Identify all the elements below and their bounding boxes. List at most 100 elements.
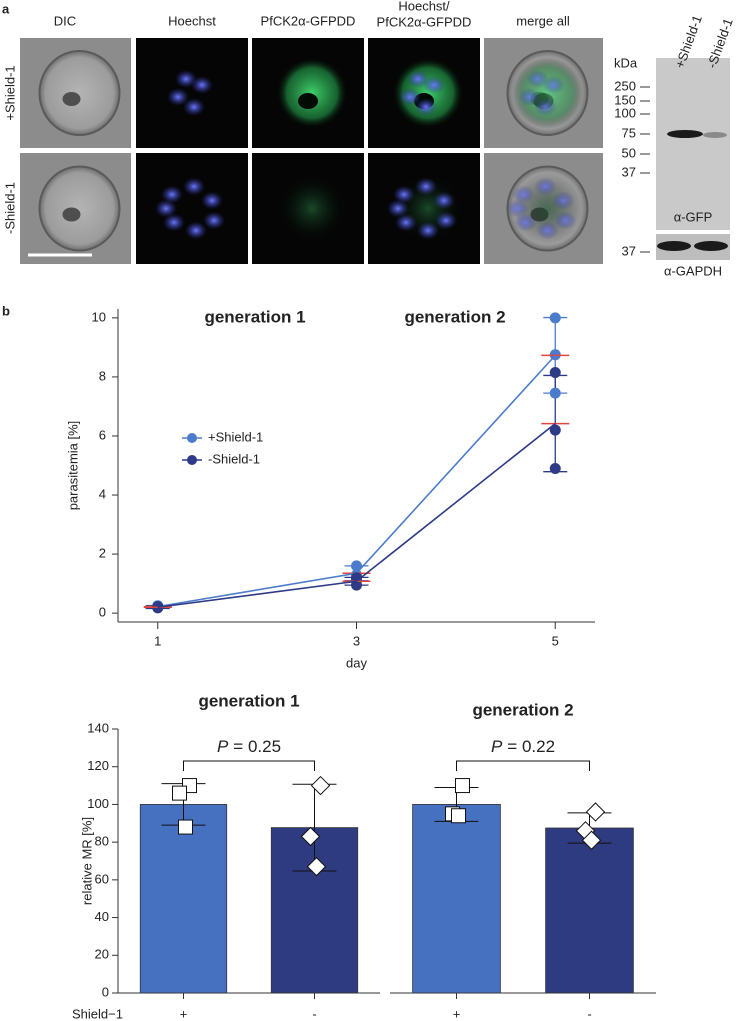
nucleus <box>534 98 557 116</box>
column-label: PfCK2α-GFPDD <box>377 14 472 29</box>
blot-label: α-GFP <box>674 209 713 224</box>
y-tick-label: 60 <box>95 871 109 886</box>
nucleus <box>435 211 457 230</box>
y-tick-label: 4 <box>99 486 106 501</box>
data-point <box>351 560 362 572</box>
annotation: generation 1 <box>204 307 305 326</box>
y-tick-label: 0 <box>102 984 109 999</box>
y-tick-label: 8 <box>99 368 106 383</box>
nucleus <box>201 191 223 210</box>
nucleus <box>554 211 577 230</box>
data-point <box>549 366 561 378</box>
nucleus <box>161 185 183 204</box>
y-tick-label: 40 <box>95 909 109 924</box>
y-tick-label: 10 <box>92 309 106 324</box>
data-point <box>549 312 561 324</box>
cell-detail <box>62 207 81 222</box>
legend-label: -Shield-1 <box>208 451 260 466</box>
p-text: = 0.25 <box>233 737 281 756</box>
blot-marker: 250 <box>614 78 636 93</box>
blot-marker: 50 <box>622 145 636 160</box>
significance-bracket <box>456 760 590 771</box>
micrograph <box>136 153 248 264</box>
cell-detail <box>62 92 81 106</box>
blot-band <box>657 241 691 251</box>
data-point <box>549 462 561 474</box>
p-text: = 0.22 <box>507 737 555 756</box>
x-tick-label: - <box>312 1006 316 1021</box>
p-value: P = 0.25 <box>217 737 281 756</box>
data-point <box>306 856 327 877</box>
nucleus <box>393 185 415 204</box>
blot-band <box>667 130 703 138</box>
nucleus <box>433 191 455 210</box>
nucleus <box>163 213 185 232</box>
blot-marker: 75 <box>622 125 636 140</box>
nucleus <box>415 98 437 116</box>
column-label: DIC <box>54 13 76 28</box>
micrograph <box>136 38 248 148</box>
nucleus <box>399 88 421 106</box>
panel-label: a <box>2 1 10 16</box>
legend-label: +Shield-1 <box>208 429 263 444</box>
blot-band <box>694 241 728 251</box>
nucleus <box>167 88 189 106</box>
nucleus <box>203 211 225 230</box>
data-point <box>585 802 606 822</box>
y-tick-label: 120 <box>87 758 109 773</box>
y-tick-label: 20 <box>95 947 109 962</box>
data-point <box>549 387 561 399</box>
blot-marker: 37 <box>622 243 636 258</box>
nucleus <box>191 76 213 94</box>
vacuole <box>298 93 318 109</box>
data-point <box>172 785 187 801</box>
x-tick-label: 5 <box>552 633 559 648</box>
p-value: P = 0.22 <box>491 737 555 756</box>
nucleus <box>542 76 565 94</box>
blot-band <box>703 132 727 138</box>
y-tick-label: 0 <box>99 605 106 620</box>
series-line <box>157 422 556 609</box>
row-label: -Shield-1 <box>2 182 17 234</box>
legend-marker <box>187 433 197 443</box>
data-point <box>310 775 331 796</box>
data-point <box>549 424 561 436</box>
blot-label: α-GAPDH <box>664 263 722 278</box>
nucleus <box>534 177 557 196</box>
column-label: merge all <box>516 13 570 28</box>
p-symbol: P <box>491 737 503 756</box>
cell <box>38 50 121 136</box>
x-tick-label: + <box>453 1006 461 1021</box>
nucleus <box>512 185 535 204</box>
data-point <box>451 808 466 824</box>
blot-marker: 100 <box>614 105 636 120</box>
nucleus <box>415 177 437 196</box>
nucleus <box>183 98 205 116</box>
nucleus <box>155 199 177 218</box>
column-label: Hoechst <box>168 13 216 28</box>
y-tick-label: 140 <box>87 720 109 735</box>
blot-unit: kDa <box>614 55 638 70</box>
y-tick-label: 6 <box>99 427 106 442</box>
data-point <box>178 819 193 835</box>
gfp-signal <box>276 57 348 129</box>
y-tick-label: 100 <box>87 796 109 811</box>
nucleus <box>536 221 559 240</box>
x-tick-label: + <box>180 1006 188 1021</box>
x-tick-label: 3 <box>353 633 360 648</box>
bar <box>139 804 228 994</box>
nucleus <box>185 221 207 240</box>
significance-bracket <box>183 760 315 771</box>
y-axis-label: relative MR [%] <box>79 817 94 905</box>
data-point <box>300 826 321 847</box>
row-label: +Shield-1 <box>2 65 17 120</box>
column-label: Hoechst/ <box>398 0 450 13</box>
nucleus <box>183 177 205 196</box>
row-label: Shield−1 <box>72 1006 123 1021</box>
y-axis-label: parasitemia [%] <box>65 421 80 511</box>
cell <box>38 165 121 252</box>
chart-title: generation 1 <box>198 691 299 710</box>
micrographs <box>20 38 603 264</box>
